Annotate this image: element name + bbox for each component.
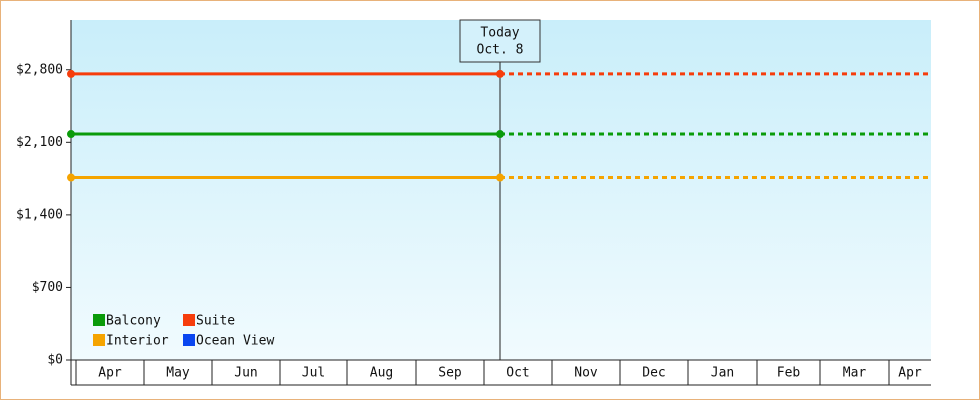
x-tick-label: Apr (898, 366, 922, 381)
price-point (67, 173, 75, 182)
x-tick-label: Oct (506, 366, 529, 381)
x-tick-label: Dec (642, 366, 665, 381)
x-tick-label: Apr (98, 366, 122, 381)
legend-swatch (93, 334, 105, 346)
legend-label: Interior (106, 334, 169, 349)
price-point (496, 130, 504, 139)
x-tick-label: Aug (370, 366, 393, 381)
x-tick-label: Mar (843, 366, 867, 381)
price-point (67, 69, 75, 78)
x-tick-label: Nov (574, 366, 598, 381)
today-label: Today (480, 26, 519, 41)
x-tick-label: Jan (711, 366, 734, 381)
legend-swatch (93, 314, 105, 326)
legend-swatch (183, 314, 195, 326)
x-tick-label: Jul (302, 366, 325, 381)
price-point (496, 173, 504, 182)
x-tick-label: Feb (777, 366, 801, 381)
legend-swatch (183, 334, 195, 346)
x-tick-label: May (166, 366, 190, 381)
today-box (459, 19, 541, 63)
legend-label: Ocean View (196, 334, 274, 349)
price-point (67, 130, 75, 139)
legend-label: Suite (196, 314, 235, 329)
x-tick-label: Jun (234, 366, 257, 381)
x-tick-label: Sep (438, 366, 462, 381)
today-date: Oct. 8 (477, 43, 524, 58)
y-tick-label: $2,800 (16, 62, 63, 77)
y-tick-label: $0 (47, 353, 63, 368)
price-point (496, 69, 504, 78)
legend-label: Balcony (106, 314, 161, 329)
y-tick-label: $1,400 (16, 207, 63, 222)
y-tick-label: $2,100 (16, 135, 63, 150)
y-tick-label: $700 (32, 280, 63, 295)
